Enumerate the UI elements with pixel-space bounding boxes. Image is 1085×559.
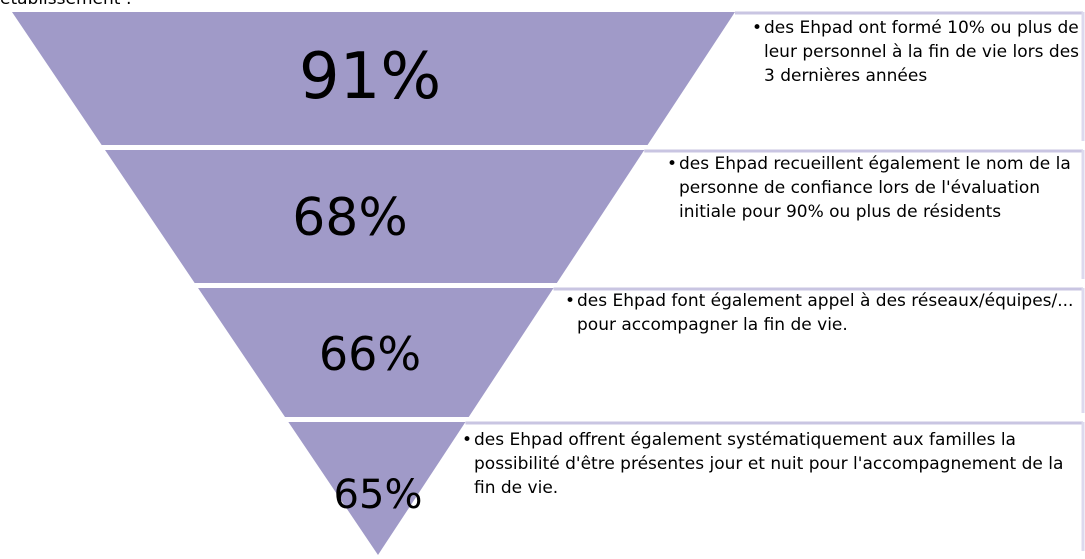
funnel-level bbox=[198, 288, 554, 417]
percentage: 68% bbox=[292, 188, 408, 248]
funnel-level bbox=[105, 150, 645, 283]
level-description: des Ehpad font également appel à des rés… bbox=[565, 289, 1085, 337]
header-text: établissement : bbox=[0, 0, 132, 10]
funnel-level bbox=[12, 12, 735, 145]
level-description: des Ehpad recueillent également le nom d… bbox=[667, 152, 1085, 224]
percentage: 65% bbox=[334, 472, 423, 518]
level-description: des Ehpad offrent également systématique… bbox=[462, 428, 1085, 500]
funnel-level bbox=[288, 422, 466, 555]
percentage: 66% bbox=[319, 327, 421, 381]
percentage: 91% bbox=[299, 40, 441, 114]
level-description: des Ehpad ont formé 10% ou plus de leur … bbox=[752, 16, 1085, 88]
